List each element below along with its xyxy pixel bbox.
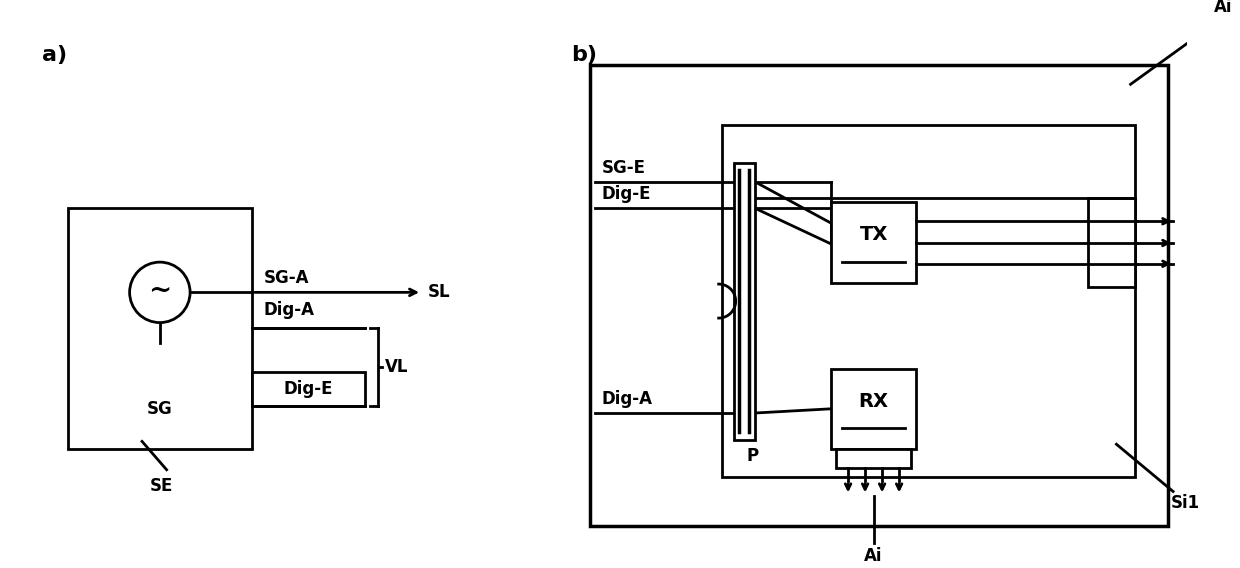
Text: Ai: Ai (864, 547, 883, 565)
Text: Dig-E: Dig-E (601, 185, 651, 203)
Text: b): b) (572, 45, 598, 65)
Text: SG-A: SG-A (263, 269, 309, 287)
Text: Si1: Si1 (1172, 494, 1200, 512)
Text: SG-E: SG-E (601, 159, 646, 177)
Circle shape (130, 262, 190, 323)
Text: SG: SG (148, 400, 172, 418)
Bar (252, 371, 366, 406)
Text: Ai: Ai (1214, 0, 1233, 16)
Text: TX: TX (859, 225, 888, 244)
Text: a): a) (42, 45, 67, 65)
Text: SE: SE (150, 477, 174, 495)
Bar (734, 162, 755, 440)
Text: RX: RX (858, 392, 889, 411)
Text: SL: SL (428, 283, 450, 302)
Text: P: P (746, 447, 758, 465)
Bar (836, 449, 911, 468)
Text: VL: VL (386, 358, 409, 376)
Bar (590, 65, 1168, 527)
Bar (1087, 198, 1136, 287)
Bar (831, 202, 916, 283)
Text: Dig-E: Dig-E (284, 380, 334, 398)
FancyBboxPatch shape (68, 208, 252, 449)
Text: Dig-A: Dig-A (601, 390, 652, 408)
Bar (723, 125, 1136, 477)
Bar (831, 369, 916, 449)
Text: ~: ~ (149, 277, 171, 304)
Text: Dig-A: Dig-A (263, 301, 314, 319)
